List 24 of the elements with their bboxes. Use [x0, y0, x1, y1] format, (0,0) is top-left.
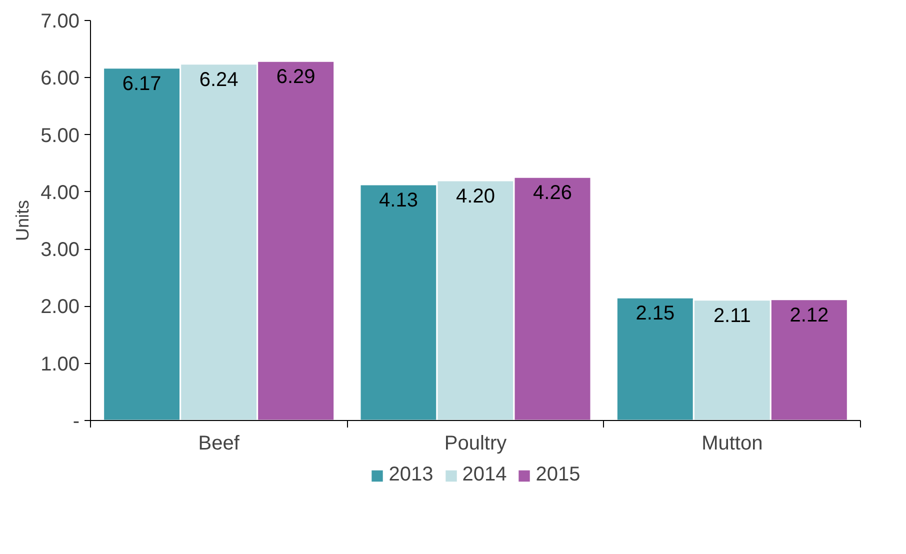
y-tick-label: 4.00	[40, 182, 80, 204]
data-label: 2.15	[636, 302, 675, 325]
y-tick-label: 2.00	[40, 296, 80, 318]
data-label: 2.11	[713, 304, 751, 327]
data-label: 4.13	[379, 190, 418, 212]
data-label: 4.20	[456, 186, 495, 208]
x-tick-label: Mutton	[702, 432, 763, 454]
x-tick-label: Poultry	[444, 432, 507, 454]
y-tick-label: 6.00	[40, 68, 80, 90]
x-tick-label: Beef	[198, 432, 240, 454]
data-label: 6.29	[276, 66, 316, 88]
y-axis-title: Units	[12, 200, 33, 242]
y-tick-label: -	[72, 410, 80, 432]
data-label: 6.24	[199, 68, 238, 91]
y-tick-label: 1.00	[40, 353, 80, 376]
data-label: 6.17	[122, 72, 162, 95]
legend-label: 2013	[388, 464, 434, 486]
y-tick-label: 7.00	[40, 10, 80, 32]
data-label: 4.26	[533, 182, 572, 204]
legend-label: 2015	[536, 464, 580, 486]
y-tick-label: 5.00	[40, 124, 80, 147]
data-label: 2.12	[790, 304, 829, 326]
legend-label: 2014	[462, 464, 507, 486]
y-tick-label: 3.00	[40, 239, 80, 262]
